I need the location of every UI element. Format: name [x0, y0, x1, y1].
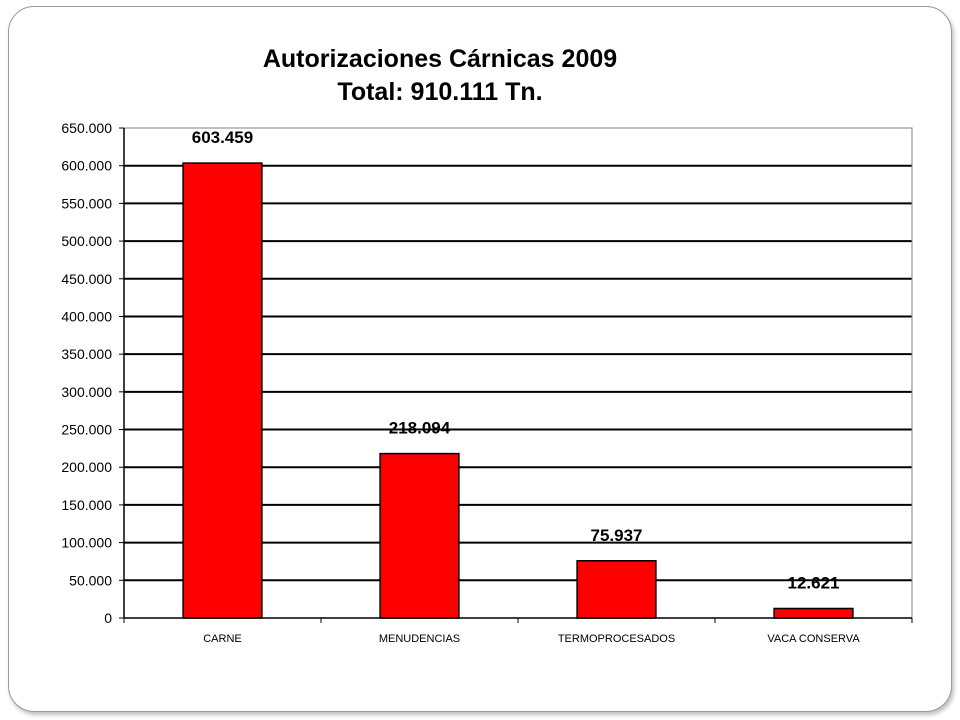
y-tick-label: 500.000 — [61, 233, 112, 249]
bars — [182, 162, 854, 619]
labels: 0 50.000 100.000 150.000 200.000 250.000 300.0… — [61, 120, 860, 645]
y-tick-label: 250.000 — [61, 422, 112, 438]
y-tick-label: 650.000 — [61, 120, 112, 136]
x-tick-label: VACA CONSERVA — [767, 633, 860, 645]
y-tick-label: 350.000 — [61, 346, 112, 362]
y-tick-label: 450.000 — [61, 271, 112, 287]
y-tick-label: 150.000 — [61, 497, 112, 513]
slide-frame — [8, 6, 952, 712]
data-label: 12.621 — [788, 573, 840, 592]
data-label: 218.094 — [389, 419, 451, 438]
bar — [182, 162, 263, 619]
bar — [576, 560, 657, 619]
bar — [379, 452, 460, 619]
chart-subtitle: Total: 910.111 Tn. — [337, 78, 542, 106]
bar — [773, 607, 854, 619]
x-tick-label: TERMOPROCESADOS — [558, 633, 675, 645]
y-tick-label: 550.000 — [61, 195, 112, 211]
y-tick-label: 400.000 — [61, 308, 112, 324]
y-tick-label: 300.000 — [61, 384, 112, 400]
x-tick-label: CARNE — [203, 633, 242, 645]
y-tick-label: 600.000 — [61, 158, 112, 174]
data-label: 75.937 — [591, 526, 643, 545]
chart-title: Autorizaciones Cárnicas 2009 — [263, 45, 617, 73]
y-tick-label: 200.000 — [61, 459, 112, 475]
y-tick-label: 100.000 — [61, 535, 112, 551]
y-tick-label: 0 — [104, 610, 112, 626]
y-tick-label: 50.000 — [69, 572, 112, 588]
x-tick-label: MENUDENCIAS — [379, 633, 460, 645]
data-label: 603.459 — [192, 128, 253, 147]
